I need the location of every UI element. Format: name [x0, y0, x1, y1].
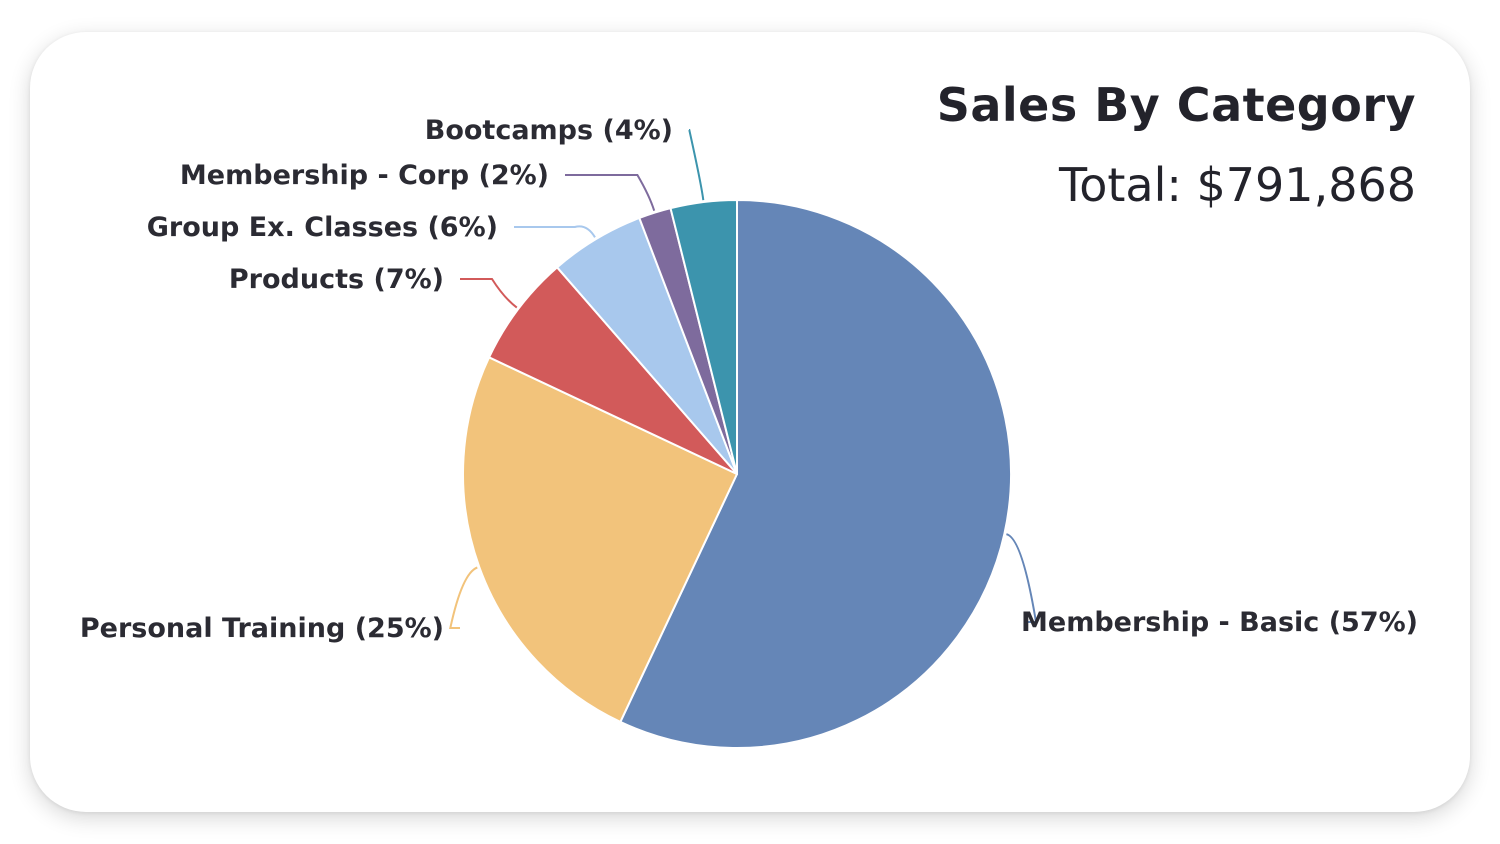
connector-bootcamps: [688, 129, 705, 201]
slice-label-membership-corp: Membership - Corp (2%): [180, 160, 549, 191]
slice-labels: Membership - Basic (57%) Personal Trainin…: [80, 115, 1418, 644]
connector-group-ex-classes: [514, 225, 596, 238]
connector-products: [460, 278, 518, 309]
chart-title: Sales By Category: [936, 78, 1416, 132]
pie-slice-products[interactable]: [488, 266, 738, 475]
pie-slice-bootcamps[interactable]: [669, 199, 738, 475]
pie-slice-membership-basic[interactable]: [619, 199, 1012, 749]
chart-total: Total: $791,868: [1059, 158, 1416, 212]
connector-membership-corp: [565, 174, 656, 212]
slice-label-personal-training: Personal Training (25%): [80, 613, 444, 644]
slice-label-bootcamps: Bootcamps (4%): [425, 115, 673, 146]
pie-slices: [462, 199, 1012, 749]
connector-personal-training: [449, 566, 478, 629]
connector-membership-basic: [1005, 533, 1038, 623]
slice-label-group-ex-classes: Group Ex. Classes (6%): [147, 212, 498, 243]
total-value: $791,868: [1196, 158, 1417, 212]
label-connectors: [449, 129, 1038, 629]
slice-label-products: Products (7%): [229, 264, 444, 295]
total-label: Total:: [1058, 158, 1182, 212]
slice-label-membership-basic: Membership - Basic (57%): [1021, 607, 1418, 638]
pie-slice-personal-training[interactable]: [462, 356, 738, 723]
